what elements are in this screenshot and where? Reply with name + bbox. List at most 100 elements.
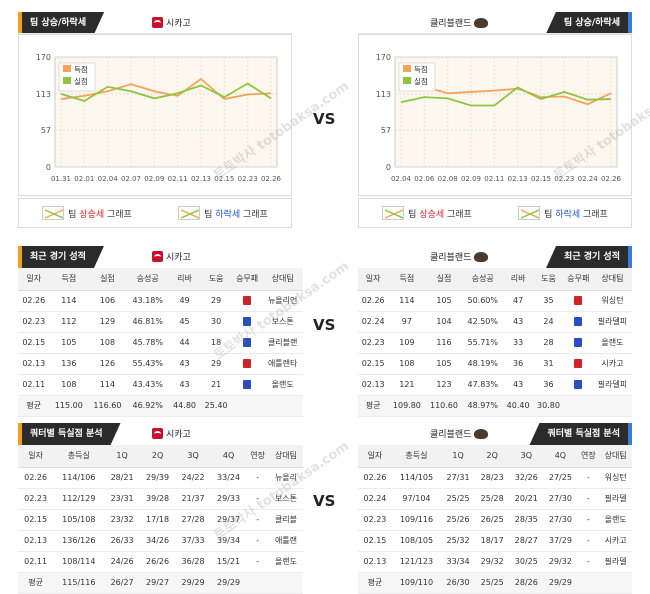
cell-total: 109/116: [391, 509, 442, 531]
right-quarter-panel: 클리블랜드 쿼터별 득실점 분석 일자 총득실 1Q 2Q 3Q 4Q 연장 상대팀 02.26…: [358, 423, 632, 594]
series-line: [400, 86, 612, 107]
left-quarter-header: 쿼터별 득실점 분석 시카고: [18, 423, 303, 445]
cell-date: 02.26: [18, 290, 50, 312]
average-row: 평균 115.00 116.60 46.92% 44.80 25.40: [18, 395, 303, 417]
column-header: 도움: [200, 268, 232, 291]
column-header: 1Q: [441, 445, 476, 468]
column-header: 일자: [18, 445, 54, 468]
cell-q1: 23/32: [104, 509, 140, 531]
left-quarter-title: 쿼터별 득실점 분석: [18, 423, 121, 445]
left-trend-chart: 170 113 57 0 01.31 02.01 02.04 02.07 02.09 02.11 0…: [18, 34, 292, 196]
right-recent-header: 클리블랜드 최근 경기 성적: [358, 246, 632, 268]
cell-score: 109: [388, 332, 426, 354]
column-header: 상대팀: [268, 445, 303, 468]
column-header: 2Q: [139, 445, 176, 468]
column-header: 실점: [425, 268, 463, 291]
column-header: 3Q: [509, 445, 544, 468]
x-tick-label: 01.31: [51, 175, 71, 183]
right-recent-title: 최근 경기 성적: [546, 246, 632, 268]
table-row: 02.15 105 108 45.78% 44 18 클리블랜: [18, 332, 303, 354]
cell-q2: 26/25: [475, 509, 510, 531]
table-row: 02.15 108/105 25/32 18/17 28/27 37/29- 시카고: [358, 530, 632, 552]
table-row: 02.15 105/108 23/32 17/18 27/28 29/37- 클리블: [18, 509, 303, 531]
cell-q3: 24/22: [175, 467, 211, 489]
cell-q2: 34/26: [139, 530, 176, 552]
cell-q1: 28/21: [104, 467, 140, 489]
cell-q4: 29/37: [210, 509, 247, 531]
left-trend-header: 팀 상승/하락세 시카고: [18, 12, 292, 34]
y-tick-label: 113: [376, 90, 391, 99]
loss-badge-icon: [574, 317, 583, 326]
cell-q3: 28/35: [509, 509, 544, 531]
cell-total: 114/106: [53, 467, 105, 489]
x-tick-label: 02.09: [144, 175, 164, 183]
right-trend-footer: 팀 상승세 그래프 팀 하락세 그래프: [358, 198, 632, 228]
cell-allowed: 114: [88, 374, 127, 396]
cell-date: 02.13: [18, 353, 50, 375]
cell-allowed: 105: [425, 290, 463, 312]
cell-q3: 21/37: [175, 488, 211, 510]
cell-allowed: 126: [88, 353, 127, 375]
cell-opponent: 뉴올리언: [262, 290, 303, 312]
cell-total: 121/123: [391, 551, 442, 573]
cell-ast: 21: [200, 374, 232, 396]
cell-date: 02.23: [358, 509, 392, 531]
x-tick-label: 02.13: [508, 175, 528, 183]
cell-score: 108: [49, 374, 89, 396]
cell-total: 105/108: [53, 509, 105, 531]
cell-total: 114/105: [391, 467, 442, 489]
plot-area: [394, 56, 618, 168]
table-row: 02.23 109/116 25/26 26/25 28/35 27/30- 올랜도: [358, 509, 632, 531]
left-recent-team-name: 시카고: [166, 253, 191, 263]
table-row: 02.13 121 123 47.83% 43 36 필라델피: [358, 374, 632, 396]
right-quarter-team-name: 클리블랜드: [430, 430, 472, 440]
right-trend-header: 클리블랜드 팀 상승/하락세: [358, 12, 632, 34]
cell-opponent: 클리블: [268, 509, 303, 531]
loss-badge-icon: [243, 338, 252, 347]
cell-allowed: 129: [88, 311, 127, 333]
right-trend-panel: 클리블랜드 팀 상승/하락세 170 113 57 0 02.04 02.06 02.08 0…: [358, 12, 632, 228]
cell-total: 136/126: [53, 530, 105, 552]
table-row: 02.23 112 129 46.81% 45 30 보스톤: [18, 311, 303, 333]
legend-label: 득점: [74, 64, 88, 74]
cell-opponent: 올랜도: [268, 551, 303, 573]
cell-q4: 37/29: [543, 530, 578, 552]
left-recent-team: 시카고: [152, 250, 191, 263]
cell-reb: 43: [502, 374, 534, 396]
legend-label: 실점: [414, 76, 428, 86]
cell-q1: 25/32: [441, 530, 476, 552]
right-recent-table: 일자 득점 실점 승성공 리바 도움 승무패 상대팀 02.26 114 105 50.60% 47 35…: [358, 268, 632, 417]
cell-opponent: 보스톤: [268, 488, 303, 510]
cell-allowed: 106: [88, 290, 127, 312]
x-tick-label: 02.04: [391, 175, 412, 183]
win-badge-icon: [574, 359, 583, 368]
left-quarter-team-name: 시카고: [166, 430, 191, 440]
cell-q3: 36/28: [175, 551, 211, 573]
cell-q4: 33/24: [210, 467, 247, 489]
column-header: 리바: [502, 268, 534, 291]
cell-q4: 15/21: [210, 551, 247, 573]
win-badge-icon: [243, 296, 252, 305]
left-quarter-team: 시카고: [152, 427, 191, 440]
column-header: 총득실: [53, 445, 105, 468]
vs-label: VS: [313, 316, 336, 334]
cell-reb: 43: [168, 353, 201, 375]
cell-allowed: 116: [425, 332, 463, 354]
right-recent-panel: 클리블랜드 최근 경기 성적 일자 득점 실점 승성공 리바 도움 승무패 상대팀 02.26 1…: [358, 246, 632, 417]
cell-reb: 43: [168, 374, 201, 396]
cell-opponent: 클리블랜: [262, 332, 303, 354]
cell-result: [563, 290, 593, 312]
column-header: 도움: [533, 268, 564, 291]
table-row: 02.26 114 106 43.18% 49 29 뉴올리언: [18, 290, 303, 312]
table-row: 02.26 114/106 28/21 29/39 24/22 33/24- 뉴올리: [18, 467, 303, 489]
cell-q4: 27/25: [543, 467, 578, 489]
cell-reb: 33: [502, 332, 534, 354]
cavs-logo-icon: [474, 428, 489, 439]
cell-ast: 31: [533, 353, 564, 375]
cell-q3: 37/33: [175, 530, 211, 552]
cavs-logo-icon: [474, 17, 489, 28]
cell-q4: 27/30: [543, 509, 578, 531]
table-row: 02.13 136/126 26/33 34/26 37/33 39/34- 애틀랜: [18, 530, 303, 552]
cell-pct: 45.78%: [126, 332, 169, 354]
